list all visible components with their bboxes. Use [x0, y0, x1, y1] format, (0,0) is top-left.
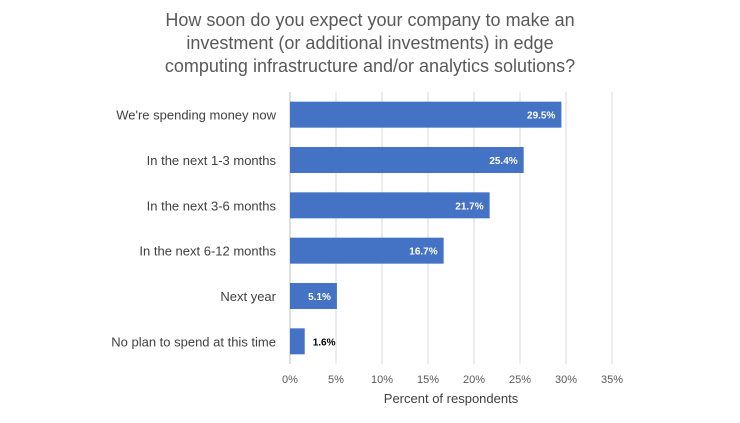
category-label: We're spending money now — [116, 108, 276, 123]
bar-data-label: 16.7% — [409, 247, 437, 258]
bars: 29.5% 25.4% 21.7% 16.7% 5.1% 1.6% — [290, 101, 562, 355]
bar-data-label: 21.7% — [455, 201, 483, 212]
x-tick-label: 30% — [555, 374, 577, 386]
x-tick-label: 10% — [371, 374, 393, 386]
chart-title-line-1: How soon do you expect your company to m… — [165, 10, 574, 30]
chart-title-line-3: computing infrastructure and/or analytic… — [165, 56, 575, 76]
bar — [290, 328, 305, 355]
chart-title-line-2: investment (or additional investments) i… — [186, 33, 553, 53]
bar-data-label: 5.1% — [308, 292, 331, 303]
bar-data-label: 29.5% — [527, 111, 555, 122]
bar — [290, 101, 562, 128]
category-label: No plan to spend at this time — [111, 334, 276, 349]
bar — [290, 147, 524, 173]
category-label: Next year — [220, 289, 276, 304]
x-tick-label: 0% — [282, 374, 298, 386]
x-tick-label: 5% — [328, 374, 344, 386]
bar — [290, 192, 490, 219]
x-tick-label: 35% — [601, 374, 623, 386]
chart-title: How soon do you expect your company to m… — [165, 10, 575, 76]
x-tick-label: 15% — [417, 374, 439, 386]
x-tick-label: 20% — [463, 374, 485, 386]
x-tick-label: 25% — [509, 374, 531, 386]
bar-data-label: 1.6% — [313, 337, 336, 348]
gridlines — [289, 92, 613, 364]
category-label: In the next 1-3 months — [147, 153, 277, 168]
x-axis-title: Percent of respondents — [384, 391, 519, 406]
bar-data-label: 25.4% — [489, 156, 517, 167]
category-label: In the next 3-6 months — [147, 198, 277, 213]
x-tick-labels: 0% 5% 10% 15% 20% 25% 30% 35% — [282, 374, 623, 386]
category-labels: We're spending money now In the next 1-3 … — [111, 108, 276, 350]
category-label: In the next 6-12 months — [139, 244, 276, 259]
bar — [290, 283, 337, 309]
bar — [290, 237, 444, 264]
